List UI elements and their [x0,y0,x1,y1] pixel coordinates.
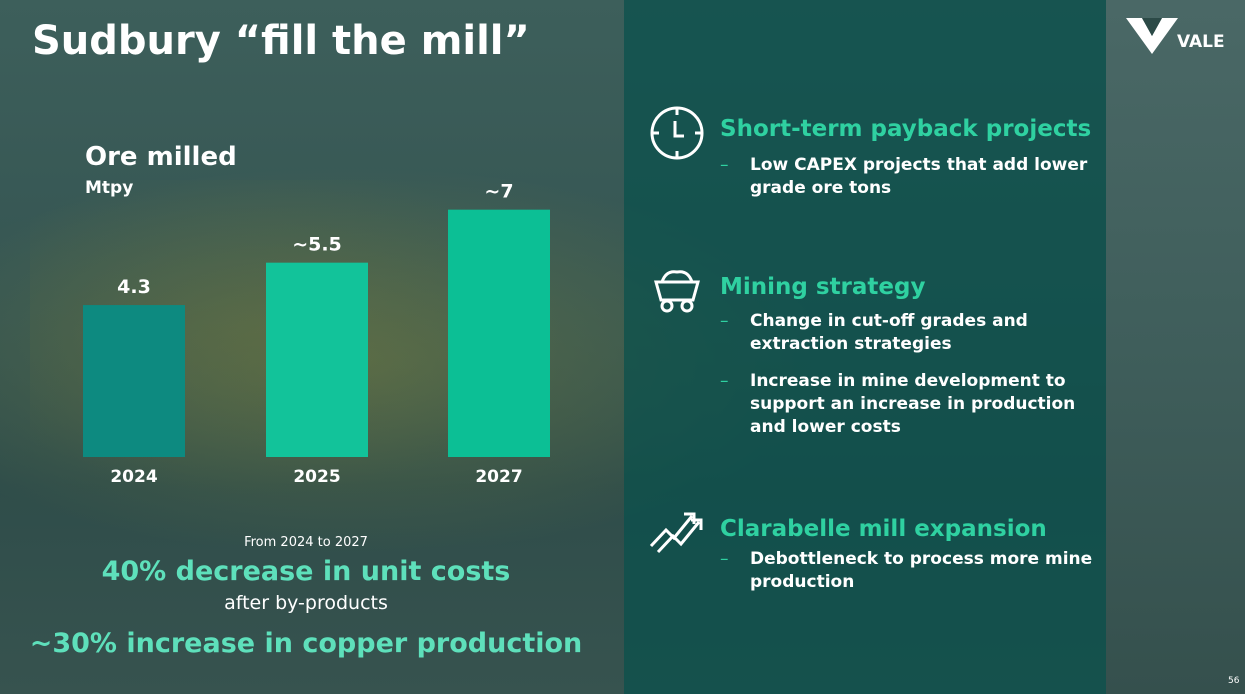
bar-2024 [83,305,185,457]
mine-cart-icon [654,270,700,313]
feature-bullet: Low CAPEX projects that add lower grade … [720,154,1110,200]
feature-bullet: Change in cut-off grades and extraction … [720,310,1110,356]
feature-heading: Clarabelle mill expansion [720,516,1047,542]
summary-copper-highlight: ~30% increase in copper production [29,628,583,659]
feature-heading: Mining strategy [720,274,926,300]
feature-bullets: Change in cut-off grades and extraction … [720,310,1110,453]
bar-value-label: ~5.5 [292,234,342,256]
slide-title: Sudbury “fill the mill” [32,18,530,64]
clock-icon [650,106,704,160]
summary-unit-cost-highlight: 40% decrease in unit costs [101,556,511,587]
vale-logo-text: VALE [1177,32,1225,52]
feature-bullets: Debottleneck to process more mine produc… [720,548,1110,608]
feature-heading: Short-term payback projects [720,116,1092,142]
category-label: 2024 [110,467,157,487]
ore-milled-chart: 4.3 2024 ~5.5 2025 ~7 2027 [83,181,550,487]
chart-title: Ore milled [85,142,237,172]
category-label: 2027 [475,467,522,487]
bar-2027 [448,209,550,457]
vale-logo-notch [1142,18,1162,36]
summary-by-products-note: after by-products [224,592,388,614]
feature-bullet: Increase in mine development to support … [720,370,1110,439]
growth-arrows-icon [649,512,703,554]
vale-logo [1126,18,1178,54]
feature-bullets: Low CAPEX projects that add lower grade … [720,154,1110,214]
feature-bullet: Debottleneck to process more mine produc… [720,548,1110,594]
background-building-strip [1106,0,1245,694]
bar-2025 [266,262,368,457]
bar-value-label: 4.3 [117,276,151,298]
category-label: 2025 [293,467,340,487]
page-number: 56 [1228,676,1240,686]
summary-period: From 2024 to 2027 [244,535,368,550]
chart-unit-label: Mtpy [85,178,134,198]
bar-value-label: ~7 [484,181,513,203]
